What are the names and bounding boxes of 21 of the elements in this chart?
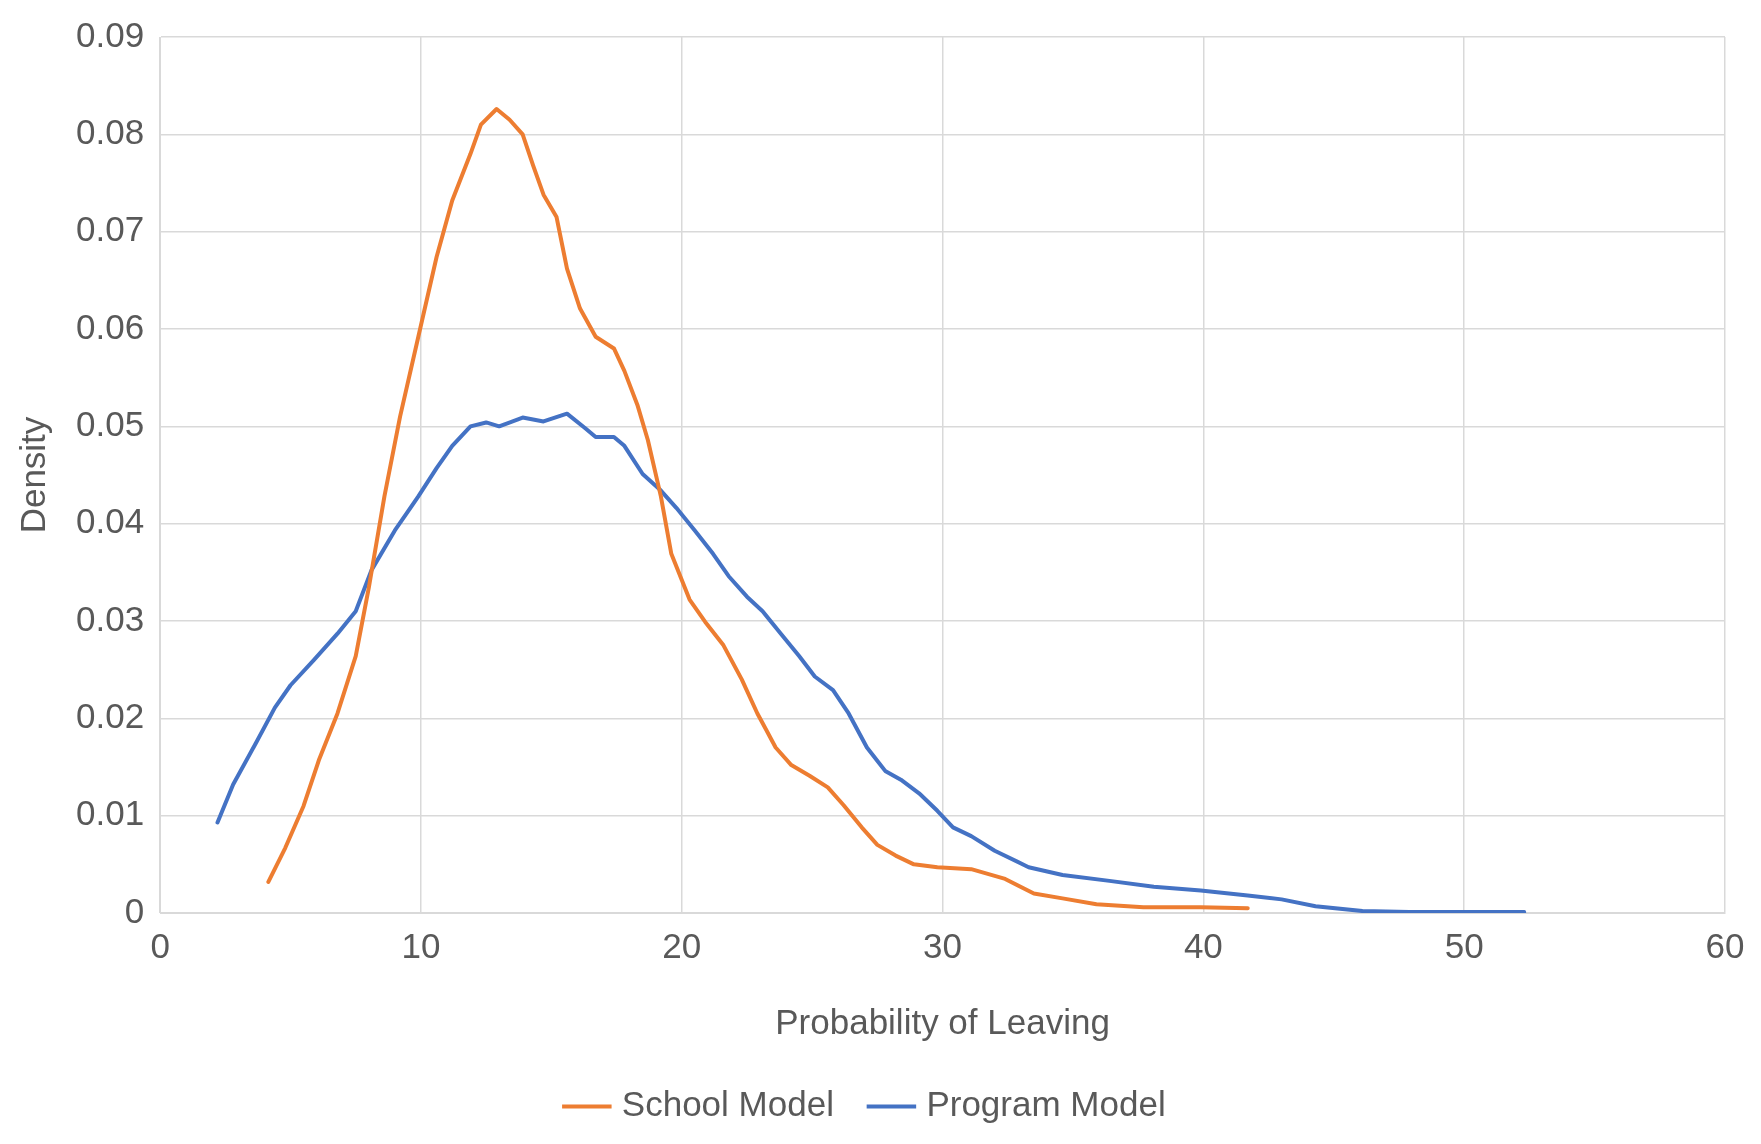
x-axis-title: Probability of Leaving [775,1001,1110,1041]
x-tick-label: 20 [662,925,702,965]
y-tick-label: 0.03 [76,598,145,638]
y-tick-label: 0.08 [76,111,145,151]
legend-label: School Model [621,1084,834,1124]
x-tick-label: 50 [1444,925,1484,965]
y-axis-title: Density [12,416,52,534]
y-tick-label: 0.02 [76,695,145,735]
y-tick-label: 0 [124,890,145,930]
x-tick-label: 60 [1705,925,1745,965]
y-tick-label: 0.04 [76,501,145,541]
x-tick-label: 30 [923,925,963,965]
y-tick-label: 0.09 [76,14,145,54]
y-tick-label: 0.05 [76,403,145,443]
x-tick-label: 40 [1183,925,1223,965]
y-tick-label: 0.06 [76,306,145,346]
x-tick-label: 0 [150,925,170,965]
x-tick-label: 10 [401,925,441,965]
legend-label: Program Model [926,1084,1166,1124]
y-tick-label: 0.01 [76,793,145,833]
y-tick-label: 0.07 [76,209,145,249]
